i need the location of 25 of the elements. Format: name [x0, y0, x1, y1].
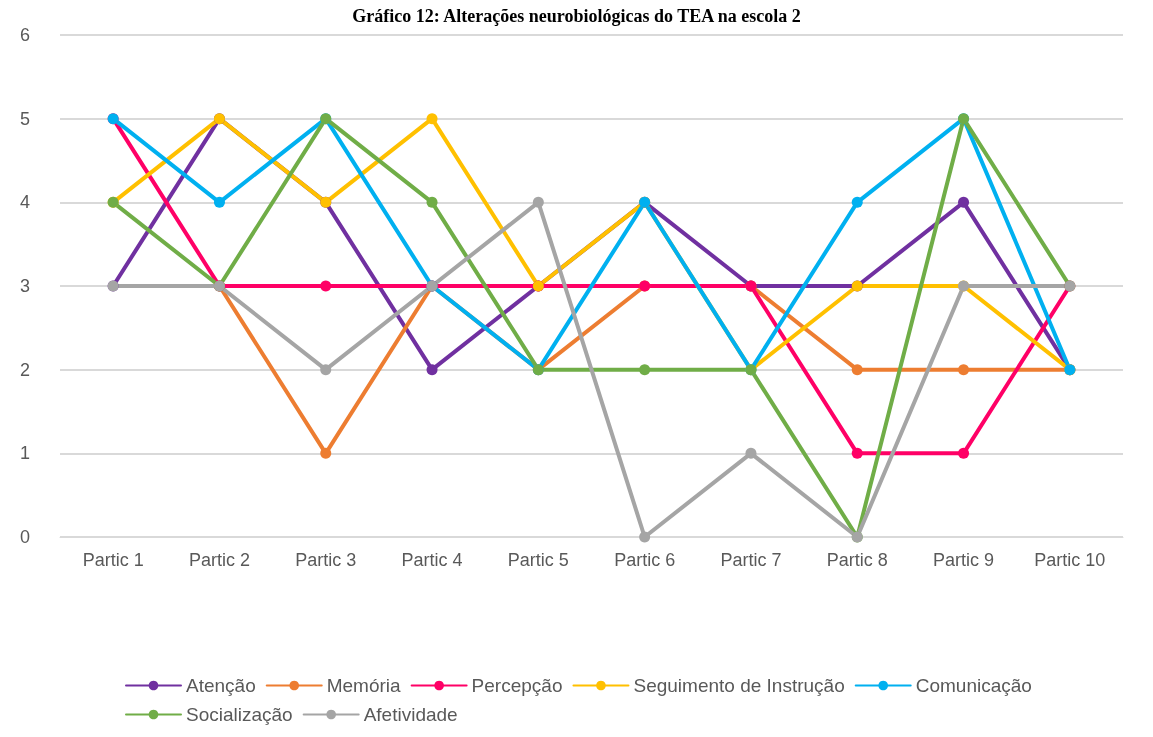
- legend-label: Atenção: [186, 675, 256, 696]
- x-tick-label: Partic 5: [507, 550, 569, 570]
- legend-label: Memória: [326, 675, 402, 696]
- legend-label: Percepção: [471, 675, 563, 696]
- y-tick-label: 5: [19, 108, 30, 129]
- x-tick-label: Partic 3: [295, 550, 357, 570]
- legend-label: Comunicação: [915, 675, 1032, 696]
- y-tick-label: 1: [19, 443, 30, 464]
- x-tick-label: Partic 4: [401, 550, 463, 570]
- legend-label: Seguimento de Instrução: [633, 675, 845, 696]
- y-tick-label: 4: [19, 192, 30, 213]
- x-tick-label: Partic 6: [614, 550, 676, 570]
- y-tick-label: 6: [19, 25, 30, 45]
- y-tick-label: 0: [19, 527, 30, 547]
- x-tick-label: Partic 7: [720, 550, 782, 570]
- legend-label: Afetividade: [363, 704, 458, 725]
- y-tick-label: 2: [19, 359, 30, 380]
- x-tick-label: Partic 8: [826, 550, 888, 570]
- legend-label: Socialização: [186, 704, 293, 725]
- chart-title: Gráfico 12: Alterações neurobiológicas do TEA na escola 2: [352, 6, 801, 26]
- x-tick-label: Partic 2: [188, 550, 250, 570]
- y-tick-label: 3: [19, 276, 30, 296]
- x-tick-label: Partic 10: [1034, 550, 1106, 570]
- x-tick-label: Partic 9: [933, 550, 995, 570]
- x-tick-label: Partic 1: [82, 550, 144, 570]
